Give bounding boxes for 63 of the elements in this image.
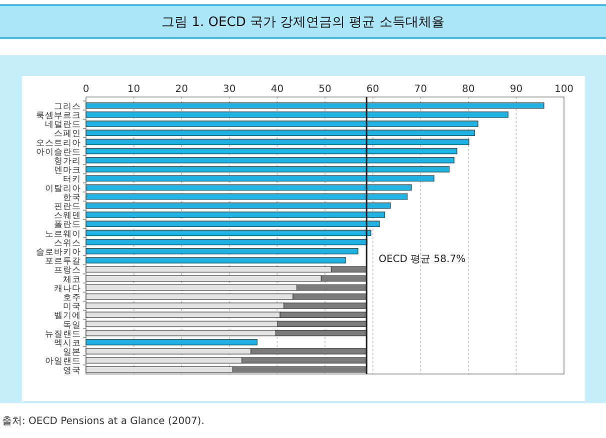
bar bbox=[86, 257, 346, 264]
x-tick-label: 80 bbox=[462, 84, 475, 95]
y-tick-label: 벨기에 bbox=[54, 311, 81, 322]
ref-line-label: OECD 평균 58.7% bbox=[378, 254, 466, 265]
y-tick-label: 스위스 bbox=[54, 238, 81, 248]
bar bbox=[86, 212, 386, 218]
x-tick-label: 20 bbox=[175, 84, 188, 95]
y-tick-label: 캐나다 bbox=[54, 284, 81, 294]
bar bbox=[86, 157, 454, 164]
y-tick-label: 핀란드 bbox=[54, 202, 81, 212]
y-tick-label: 아일랜드 bbox=[45, 356, 81, 367]
y-tick-label: 미국 bbox=[63, 302, 81, 312]
x-tick-label: 30 bbox=[223, 84, 236, 95]
y-tick-label: 한국 bbox=[63, 192, 81, 203]
y-tick-label: 네덜란드 bbox=[45, 120, 81, 130]
bar bbox=[86, 193, 408, 200]
y-tick-label: 터키 bbox=[63, 174, 81, 185]
bar bbox=[86, 175, 434, 182]
y-tick-label: 영국 bbox=[63, 366, 81, 376]
bar bbox=[86, 220, 380, 227]
bar bbox=[86, 102, 544, 109]
y-tick-label: 아이슬란드 bbox=[36, 147, 81, 158]
bar bbox=[86, 120, 478, 127]
bar bbox=[86, 230, 372, 236]
y-tick-label: 슬로바키아 bbox=[36, 247, 81, 258]
y-tick-label: 스페인 bbox=[54, 129, 81, 140]
bar bbox=[86, 130, 475, 136]
x-tick-label: 10 bbox=[127, 84, 140, 95]
x-tick-label: 40 bbox=[270, 84, 284, 95]
y-tick-label: 체코 bbox=[63, 274, 81, 285]
y-tick-label: 헝가리 bbox=[54, 156, 81, 166]
x-tick-label: 90 bbox=[510, 84, 523, 95]
y-tick-label: 뉴질랜드 bbox=[45, 329, 81, 340]
bar bbox=[86, 138, 470, 146]
chart-title: 그림 1. OECD 국가 강제연금의 평균 소득대체율 bbox=[162, 15, 444, 30]
bar bbox=[86, 184, 412, 191]
bar bbox=[86, 166, 450, 172]
y-tick-label: 스웨덴 bbox=[54, 211, 81, 222]
y-tick-label: 독일 bbox=[63, 320, 81, 330]
y-tick-label: 호주 bbox=[63, 292, 81, 303]
y-tick-label: 오스트리아 bbox=[36, 138, 81, 148]
x-tick-label: 0 bbox=[82, 84, 90, 95]
x-tick-label: 70 bbox=[414, 84, 427, 95]
bar bbox=[86, 248, 358, 254]
x-tick-label: 60 bbox=[366, 84, 380, 95]
bar bbox=[86, 339, 258, 346]
y-tick-label: 그리스 bbox=[54, 102, 81, 112]
y-tick-label: 덴마크 bbox=[54, 166, 81, 176]
bar bbox=[86, 112, 508, 118]
y-tick-label: 이탈리아 bbox=[45, 184, 81, 194]
bar bbox=[86, 148, 458, 154]
y-tick-label: 포르투갈 bbox=[45, 256, 81, 267]
x-tick-label: 50 bbox=[318, 84, 332, 95]
y-tick-label: 일본 bbox=[63, 348, 81, 358]
y-tick-label: 노르웨이 bbox=[45, 229, 81, 240]
y-tick-label: 폴란드 bbox=[54, 220, 81, 230]
y-tick-label: 프랑스 bbox=[54, 266, 81, 276]
x-tick-label: 100 bbox=[554, 84, 574, 95]
bar bbox=[86, 202, 391, 209]
source-note: 출처: OECD Pensions at a Glance (2007). bbox=[2, 416, 204, 427]
y-tick-label: 룩셈부르크 bbox=[36, 110, 81, 121]
y-tick-label: 멕시코 bbox=[54, 338, 81, 348]
bar bbox=[86, 238, 368, 246]
